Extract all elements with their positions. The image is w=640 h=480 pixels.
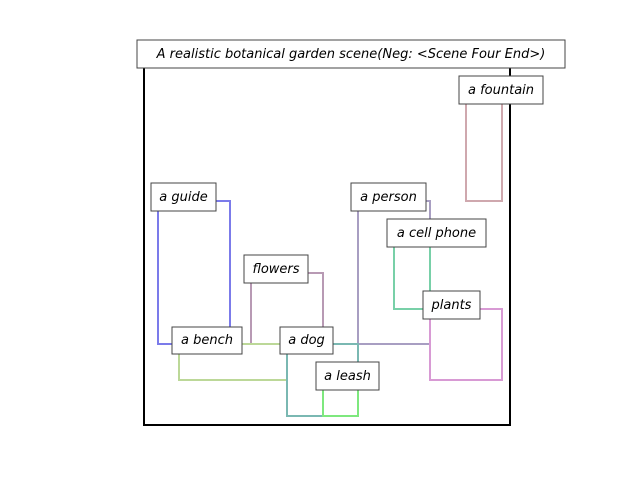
svg-text:a person: a person — [360, 190, 417, 205]
svg-text:flowers: flowers — [252, 262, 299, 277]
svg-text:a guide: a guide — [159, 190, 207, 205]
svg-text:a leash: a leash — [324, 369, 371, 384]
box-plants — [429, 308, 503, 381]
label-flowers: flowers — [243, 254, 309, 284]
label-dog: a dog — [279, 326, 334, 355]
label-cell-phone: a cell phone — [386, 218, 487, 248]
label-leash: a leash — [315, 361, 380, 391]
svg-text:a fountain: a fountain — [468, 83, 534, 98]
box-guide — [157, 200, 231, 345]
svg-text:a cell phone: a cell phone — [397, 226, 476, 241]
svg-text:plants: plants — [431, 298, 472, 313]
label-guide: a guide — [150, 182, 217, 212]
svg-text:a dog: a dog — [288, 333, 325, 348]
label-person: a person — [350, 182, 427, 212]
caption-box — [136, 39, 566, 69]
box-fountain — [465, 89, 503, 202]
label-fountain: a fountain — [458, 75, 544, 105]
caption-text: A realistic botanical garden scene(Neg: … — [156, 47, 546, 62]
svg-text:a bench: a bench — [181, 333, 233, 348]
label-plants: plants — [422, 290, 481, 320]
label-bench: a bench — [171, 326, 243, 355]
